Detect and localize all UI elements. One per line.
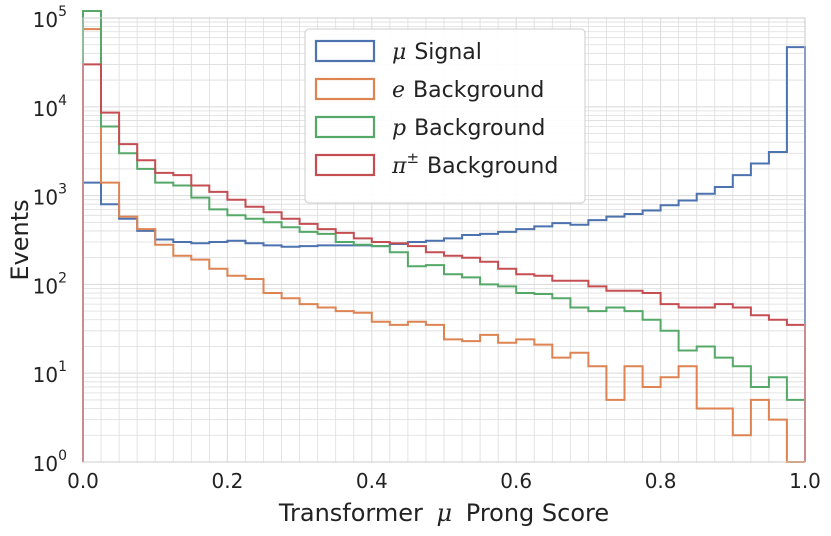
legend-entry-label: e Background [392, 78, 544, 103]
series-1-step-line [82, 28, 805, 463]
x-tick-label: 0.6 [500, 469, 532, 493]
legend-swatch [314, 77, 376, 101]
y-tick-label: 100 [33, 448, 67, 476]
y-tick-label: 103 [33, 182, 67, 210]
x-axis-label: Transformer μ Prong Score [278, 499, 609, 527]
x-axis-ticks: 0.0 0.2 0.4 0.6 0.8 1.0 [67, 469, 821, 493]
y-tick-label: 104 [33, 93, 67, 121]
y-axis-label: Events [6, 199, 34, 280]
y-axis-ticks: 100 101 102 103 104 105 [33, 4, 67, 476]
x-tick-label: 0.4 [356, 469, 388, 493]
legend-entry-label: p Background [392, 116, 545, 141]
series-2-step-line [82, 10, 806, 462]
x-tick-label: 0.0 [67, 469, 99, 493]
legend-entry-label: μ Signal [392, 40, 482, 65]
legend-swatch [314, 115, 376, 139]
plot-frame [82, 17, 806, 463]
series-0-step-line [82, 46, 806, 462]
x-axis-label-symbol: μ [437, 499, 453, 527]
legend-swatch [314, 39, 376, 63]
legend-entry-label: π± Background [391, 149, 558, 179]
legend: μ Signal e Background p Background π± Backgroun… [304, 28, 586, 204]
x-tick-label: 0.2 [211, 469, 243, 493]
x-tick-label: 0.8 [645, 469, 677, 493]
x-axis-label-suffix: Prong Score [466, 499, 609, 527]
x-tick-label: 1.0 [789, 469, 821, 493]
y-tick-label: 102 [33, 270, 67, 298]
x-axis-label-prefix: Transformer [278, 499, 423, 527]
y-tick-label: 101 [33, 359, 67, 387]
y-tick-label: 105 [33, 4, 67, 32]
series-3-step-line [82, 63, 806, 462]
series-group [82, 10, 806, 463]
legend-swatch [314, 153, 376, 177]
